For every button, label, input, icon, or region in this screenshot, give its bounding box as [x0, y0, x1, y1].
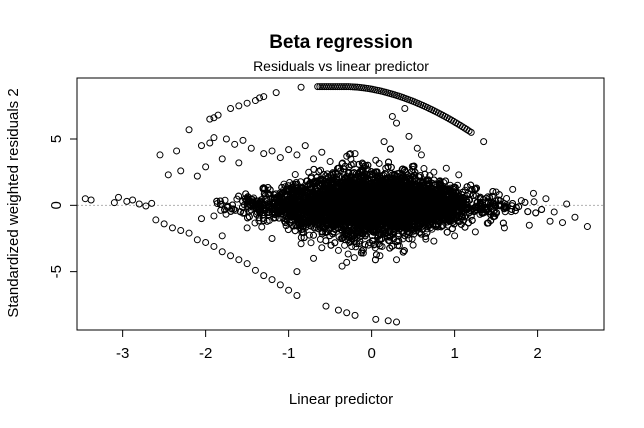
data-point: [317, 166, 325, 174]
data-point: [484, 219, 492, 227]
data-point: [422, 235, 430, 243]
data-point: [257, 196, 265, 204]
data-point: [364, 161, 372, 169]
data-point: [530, 198, 538, 206]
data-point: [284, 226, 292, 234]
data-point: [338, 262, 346, 270]
data-point: [251, 219, 259, 227]
data-point: [386, 145, 394, 153]
data-point: [385, 158, 393, 166]
data-point: [258, 223, 266, 231]
chart-subtitle: Residuals vs linear predictor: [253, 58, 429, 74]
data-point: [517, 197, 525, 205]
data-point: [231, 206, 239, 214]
data-point: [335, 233, 343, 241]
data-point: [266, 186, 274, 194]
data-point: [261, 185, 269, 193]
data-point: [307, 239, 315, 247]
data-point: [371, 256, 379, 264]
data-point: [344, 250, 352, 258]
data-point: [538, 206, 546, 214]
data-point: [420, 165, 428, 173]
data-point: [350, 254, 358, 262]
plot-area: [77, 83, 604, 326]
data-point: [291, 171, 299, 179]
data-point: [310, 224, 318, 232]
chart-title: Beta regression: [269, 32, 413, 53]
